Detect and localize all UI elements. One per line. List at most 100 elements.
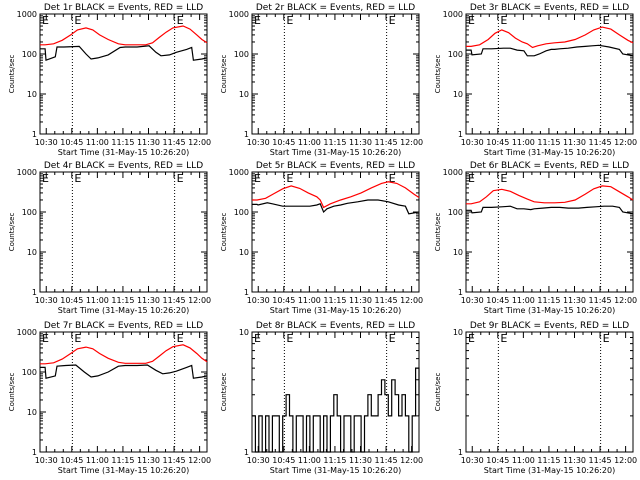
x-tick-label: 10:45 [60, 296, 83, 305]
y-axis-label: Counts/sec [8, 213, 16, 252]
y-tick-label: 100 [234, 50, 249, 59]
y-tick-label: 1 [458, 130, 463, 139]
x-tick-label: 11:45 [589, 456, 612, 465]
event-marker-label: E [177, 332, 184, 345]
panel-title: Det 6r BLACK = Events, RED = LLD [470, 161, 629, 171]
x-axis-label: Start Time (31-May-15 10:26:20) [484, 466, 615, 475]
x-tick-label: 11:45 [163, 138, 186, 147]
x-tick-label: 10:30 [35, 138, 58, 147]
x-axis-label: Start Time (31-May-15 10:26:20) [270, 148, 401, 157]
panel-det-7: Det 7r BLACK = Events, RED = LLD 1 10 100 10… [8, 321, 211, 475]
series-events-line [40, 364, 208, 379]
panel-det-5: Det 5r BLACK = Events, RED = LLD 1 10 100 10… [220, 161, 423, 315]
series-events-line [466, 44, 634, 57]
series-events-line [466, 205, 634, 215]
x-tick-label: 11:30 [563, 456, 586, 465]
event-marker-label-left: E [42, 332, 49, 345]
y-tick-label: 1000 [229, 168, 249, 177]
x-tick-label: 11:00 [512, 138, 535, 147]
x-tick-label: 12:00 [614, 296, 637, 305]
y-tick-label: 10 [239, 248, 249, 257]
panel-title: Det 5r BLACK = Events, RED = LLD [256, 161, 415, 171]
y-tick-label: 10 [239, 90, 249, 99]
y-tick-label: 1000 [17, 10, 37, 19]
x-tick-label: 10:30 [35, 296, 58, 305]
y-axis-label: Counts/sec [8, 373, 16, 412]
plot-frame [251, 331, 420, 453]
x-tick-label: 10:30 [461, 296, 484, 305]
x-tick-label: 11:30 [137, 456, 160, 465]
series-lld-line [40, 344, 208, 365]
series-events-line [252, 199, 420, 215]
x-tick-label: 12:00 [188, 138, 211, 147]
panel-title: Det 9r BLACK = Events, RED = LLD [470, 321, 629, 331]
y-axis-label: Counts/sec [8, 55, 16, 94]
event-marker-label: E [389, 172, 396, 185]
panel-title: Det 3r BLACK = Events, RED = LLD [470, 3, 629, 13]
x-tick-label: 10:45 [272, 138, 295, 147]
event-marker-label: E [177, 172, 184, 185]
y-tick-label: 100 [22, 50, 37, 59]
y-axis-label: Counts/sec [220, 373, 228, 412]
x-tick-label: 11:30 [349, 138, 372, 147]
event-marker-label-left: E [42, 172, 49, 185]
x-tick-label: 11:30 [563, 138, 586, 147]
y-tick-label: 10 [27, 408, 37, 417]
event-marker-label-left: E [254, 172, 261, 185]
x-tick-label: 12:00 [400, 138, 423, 147]
x-tick-label: 11:00 [86, 138, 109, 147]
x-tick-label: 11:15 [111, 138, 134, 147]
x-tick-label: 11:00 [512, 456, 535, 465]
x-tick-label: 10:45 [486, 296, 509, 305]
x-tick-label: 11:30 [137, 138, 160, 147]
event-marker-label-left: E [468, 332, 475, 345]
y-tick-label: 10 [453, 248, 463, 257]
x-tick-label: 10:45 [60, 456, 83, 465]
y-axis-label: Counts/sec [220, 213, 228, 252]
event-marker-label: E [603, 332, 610, 345]
x-tick-label: 11:15 [537, 296, 560, 305]
x-tick-label: 10:30 [35, 456, 58, 465]
x-tick-label: 10:45 [60, 138, 83, 147]
y-tick-label: 1 [458, 288, 463, 297]
x-tick-label: 10:45 [486, 138, 509, 147]
event-marker-label: E [603, 14, 610, 27]
x-tick-label: 11:15 [111, 456, 134, 465]
y-tick-label: 1 [32, 288, 37, 297]
y-axis-label: Counts/sec [434, 213, 442, 252]
x-tick-label: 11:15 [537, 456, 560, 465]
x-tick-label: 11:45 [589, 296, 612, 305]
x-tick-label: 11:30 [349, 456, 372, 465]
plot-frame [39, 13, 208, 135]
x-tick-label: 11:30 [563, 296, 586, 305]
y-tick-label: 100 [22, 368, 37, 377]
event-marker-label: E [286, 332, 293, 345]
x-axis-label: Start Time (31-May-15 10:26:20) [484, 306, 615, 315]
x-tick-label: 11:15 [323, 296, 346, 305]
panel-det-4: Det 4r BLACK = Events, RED = LLD 1 10 100 10… [8, 161, 211, 315]
x-tick-label: 10:45 [272, 456, 295, 465]
x-tick-label: 11:00 [512, 296, 535, 305]
panel-det-1: Det 1r BLACK = Events, RED = LLD 1 10 100 10… [8, 3, 211, 157]
plot-frame [465, 171, 634, 293]
event-marker-label: E [389, 332, 396, 345]
y-tick-label: 100 [22, 208, 37, 217]
x-axis-label: Start Time (31-May-15 10:26:20) [58, 148, 189, 157]
panel-det-3: Det 3r BLACK = Events, RED = LLD 1 10 100 10… [434, 3, 637, 157]
y-tick-label: 10 [239, 328, 249, 337]
event-marker-label-left: E [42, 14, 49, 27]
y-tick-label: 1 [32, 130, 37, 139]
y-tick-label: 10 [27, 90, 37, 99]
event-marker-label: E [389, 14, 396, 27]
x-tick-label: 10:30 [461, 456, 484, 465]
series-lld-line [466, 185, 634, 205]
plot-frame [251, 171, 420, 293]
series-events-line [40, 45, 208, 62]
x-axis-label: Start Time (31-May-15 10:26:20) [58, 466, 189, 475]
event-marker-label-left: E [468, 172, 475, 185]
y-tick-label: 10 [453, 328, 463, 337]
x-axis-label: Start Time (31-May-15 10:26:20) [270, 306, 401, 315]
y-tick-label: 1000 [17, 168, 37, 177]
x-tick-label: 11:00 [298, 296, 321, 305]
